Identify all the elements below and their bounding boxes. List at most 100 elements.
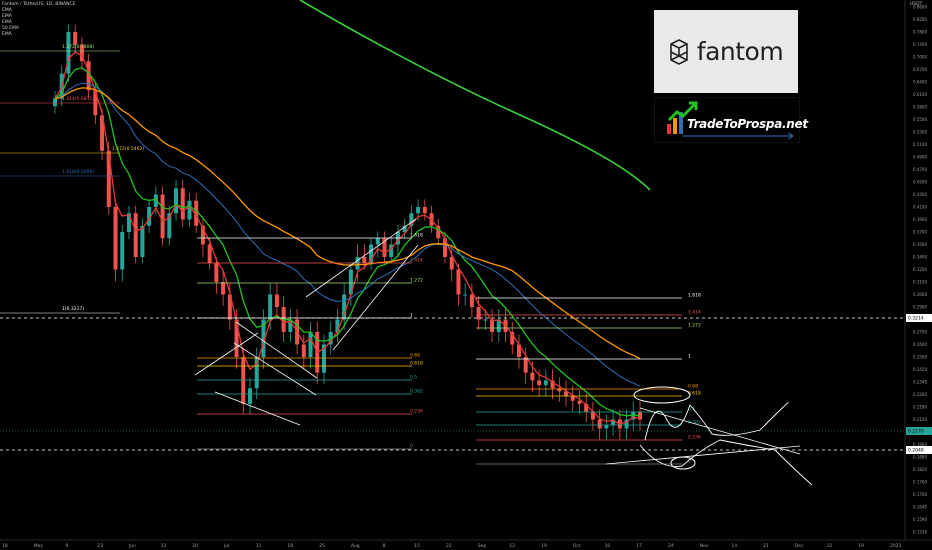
- x-tick-label: 11: [256, 543, 262, 549]
- projection-path: [644, 402, 789, 441]
- candle-body: [348, 269, 353, 295]
- candle-body: [597, 419, 602, 429]
- candle-body: [79, 44, 84, 62]
- candle-body: [476, 307, 481, 320]
- legend-indicator: EMA: [2, 32, 12, 37]
- y-tick-label: 0.4900: [913, 155, 927, 160]
- candle-body: [422, 207, 427, 214]
- candle-body: [227, 294, 232, 320]
- brand-underline-arrow: [683, 132, 794, 140]
- ema-mid-line: [54, 67, 641, 417]
- y-tick-label: 0.8600: [913, 5, 927, 10]
- fib-level-label: 1.272: [410, 278, 423, 284]
- y-tick-label: 0.7000: [913, 55, 927, 60]
- target-ellipse: [633, 386, 691, 404]
- fib-level-label: 1.272: [688, 323, 701, 329]
- candle-body: [557, 388, 562, 392]
- candle-body: [174, 188, 179, 214]
- fantom-logo-icon: [669, 38, 688, 65]
- candle-body: [153, 194, 158, 207]
- candle-body: [496, 319, 501, 332]
- candle-body: [463, 294, 468, 296]
- candle-body: [449, 257, 454, 270]
- rising-bars-arrow-icon: [667, 101, 698, 134]
- candle-body: [120, 232, 125, 270]
- candle-body: [241, 357, 246, 404]
- candle-body: [100, 115, 105, 151]
- price-label-text: 0.3214: [908, 316, 924, 322]
- price-label-box: [906, 314, 932, 322]
- candle-body: [523, 357, 528, 373]
- support-trendline: [605, 445, 801, 465]
- x-tick-label: Nov: [700, 543, 709, 549]
- candle-body: [409, 213, 414, 226]
- ema-long-line: [299, 0, 651, 191]
- price-axis-title: USDT: [910, 2, 923, 7]
- fib-level-label: 1: [688, 354, 691, 360]
- candle-body: [308, 332, 313, 357]
- candle-body: [416, 207, 421, 214]
- candle-body: [510, 332, 515, 345]
- trend-channel-line: [332, 244, 419, 351]
- x-tick-label: 9: [65, 543, 68, 549]
- x-tick-label: 8: [383, 543, 386, 549]
- candle-body: [335, 319, 340, 332]
- price-label-text: 0.2048: [908, 448, 924, 454]
- candle-body: [207, 244, 212, 264]
- fib-level-label: 0.382: [410, 389, 423, 395]
- legend-symbol: Fantom / TetherUS, 1D, BINANCE: [2, 2, 76, 7]
- candle-body: [274, 294, 279, 307]
- y-tick-label: 0.2420: [913, 367, 927, 372]
- candle-body: [362, 257, 367, 264]
- x-tick-label: 18: [287, 543, 293, 549]
- candle-body: [86, 61, 91, 91]
- y-tick-label: 0.1880: [913, 455, 927, 460]
- x-tick-label: Dec: [795, 543, 804, 549]
- y-tick-label: 0.3200: [913, 267, 927, 272]
- y-tick-label: 0.1760: [913, 480, 927, 485]
- x-tick-label: 14: [731, 543, 737, 549]
- x-tick-label: 12: [509, 543, 515, 549]
- candle-body: [402, 225, 407, 232]
- candle-body: [248, 388, 252, 404]
- x-tick-label: 2023: [890, 543, 902, 549]
- fib-level-label: 1.618: [688, 293, 701, 299]
- y-tick-label: 0.6100: [913, 92, 927, 97]
- candle-body: [543, 380, 548, 386]
- candle-body: [328, 332, 333, 345]
- y-tick-label: 0.2600: [913, 342, 927, 347]
- y-tick-label: 0.1700: [913, 492, 927, 497]
- candle-body: [564, 391, 569, 397]
- trend-channel-line: [305, 218, 417, 298]
- candle-body: [221, 282, 226, 295]
- candle-body: [234, 319, 239, 357]
- fib-level-label: 0.5: [688, 407, 695, 413]
- candle-body: [375, 238, 380, 245]
- fib-level-label: 1.414: [410, 258, 423, 264]
- candle-body: [133, 213, 138, 257]
- y-tick-label: 0.5300: [913, 130, 927, 135]
- y-tick-label: 0.7400: [913, 42, 927, 47]
- y-tick-label: 0.2260: [913, 392, 927, 397]
- ema-slow-line: [54, 87, 641, 360]
- price-label-box: [906, 446, 932, 454]
- fib-level-label: 0.618: [688, 391, 701, 397]
- x-tick-label: Jun: [128, 543, 136, 549]
- candle-body: [53, 98, 57, 107]
- fib-level-label: 0: [410, 444, 413, 450]
- fib-level-label: 0.236: [410, 409, 423, 415]
- candle-body: [382, 238, 387, 257]
- y-tick-label: 0.3500: [913, 242, 927, 247]
- y-tick-label: 0.4300: [913, 192, 927, 197]
- candle-body: [550, 380, 555, 389]
- x-tick-label: 18: [2, 543, 8, 549]
- trend-channel-line: [233, 342, 317, 396]
- y-tick-label: 0.6400: [913, 80, 927, 85]
- y-tick-label: 0.3900: [913, 217, 927, 222]
- y-tick-label: 0.5100: [913, 142, 927, 147]
- candle-body: [443, 238, 447, 257]
- price-label-text: 0.2170: [908, 429, 924, 435]
- candle-body: [436, 225, 441, 239]
